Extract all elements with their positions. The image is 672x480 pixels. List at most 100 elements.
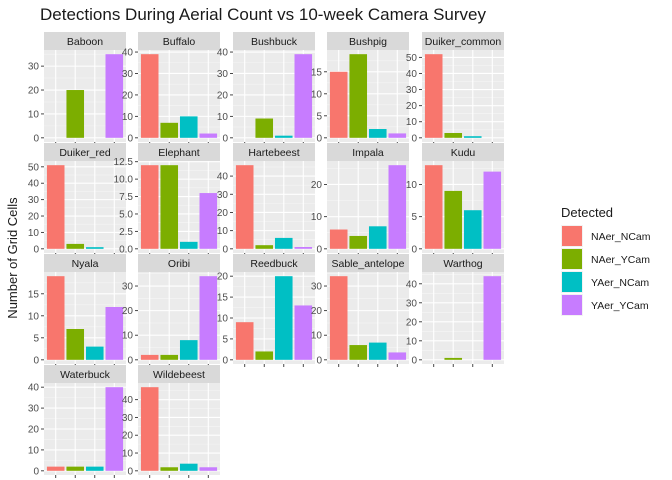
bar-warthog-yaer_ycam xyxy=(483,276,502,360)
legend-label: NAer_NCam xyxy=(591,231,651,243)
bar-hartebeest-naer_ncam xyxy=(235,165,254,249)
y-tick-label: 30 xyxy=(406,85,418,96)
y-tick-label: 20 xyxy=(311,306,323,317)
bar-bushbuck-naer_ycam xyxy=(255,118,274,138)
facet-strip-label: Wildebeest xyxy=(153,369,205,381)
bar-elephant-naer_ycam xyxy=(160,165,179,249)
facet-strip-label: Reedbuck xyxy=(250,258,298,270)
facet-strip-label: Duiker_red xyxy=(59,147,111,159)
legend-key-naer_ycam xyxy=(562,249,582,269)
facet-panel-bushpig: Bushpig 0 5 10 15 xyxy=(311,32,409,145)
y-tick-label: 20 xyxy=(122,90,134,101)
y-tick-label: 20 xyxy=(28,425,40,436)
bar-impala-naer_ycam xyxy=(349,235,368,249)
y-tick-label: 5 xyxy=(411,212,417,223)
y-tick-label: 0 xyxy=(33,133,39,144)
facet-panel-sable_antelope: Sable_antelope 0 10 20 30 xyxy=(311,254,409,367)
bar-impala-yaer_ycam xyxy=(388,165,407,249)
y-tick-label: 10 xyxy=(311,89,323,100)
bar-bushbuck-yaer_ncam xyxy=(274,135,293,138)
y-tick-label: 40 xyxy=(28,179,40,190)
legend-items: NAer_NCam NAer_YCam YAer_NCam YAer_YCam xyxy=(561,225,651,316)
facet-strip xyxy=(44,143,126,161)
y-tick-label: 0 xyxy=(33,244,39,255)
y-tick-label: 0 xyxy=(411,133,417,144)
facet-strip-label: Baboon xyxy=(67,36,103,48)
bar-wildebeest-naer_ycam xyxy=(160,467,179,471)
facet-panel-waterbuck: Waterbuck 0 10 20 30 40 xyxy=(28,365,126,478)
y-tick-label: 15 xyxy=(28,289,40,300)
y-tick-label: 0 xyxy=(127,133,133,144)
facet-panel-bushbuck: Bushbuck 0 10 20 30 40 xyxy=(217,32,315,145)
y-tick-label: 20 xyxy=(122,306,134,317)
bar-duiker_red-naer_ncam xyxy=(46,165,65,249)
facet-strip xyxy=(44,254,126,272)
legend-label: YAer_NCam xyxy=(591,277,649,289)
bar-hartebeest-yaer_ncam xyxy=(274,237,293,249)
y-tick-label: 0.0 xyxy=(119,244,133,255)
bar-sable_antelope-naer_ycam xyxy=(349,345,368,360)
facet-panel-kudu: Kudu 0 5 10 xyxy=(406,143,504,256)
y-tick-label: 40 xyxy=(122,395,134,406)
bar-oribi-naer_ycam xyxy=(160,354,179,360)
bar-bushpig-yaer_ycam xyxy=(388,133,407,138)
y-tick-label: 10 xyxy=(406,117,418,128)
y-tick-label: 0 xyxy=(33,466,39,477)
bar-bushbuck-yaer_ycam xyxy=(294,54,313,138)
y-tick-label: 10 xyxy=(217,226,229,237)
facet-strip xyxy=(138,32,220,50)
y-tick-label: 20 xyxy=(311,180,323,191)
facet-strip-label: Warthog xyxy=(443,258,482,270)
facet-strip-label: Waterbuck xyxy=(60,369,111,381)
bar-nyala-yaer_ycam xyxy=(105,306,124,360)
y-tick-label: 0 xyxy=(127,355,133,366)
legend-key-yaer_ncam xyxy=(562,272,582,292)
y-tick-label: 10 xyxy=(311,212,323,223)
bar-wildebeest-yaer_ncam xyxy=(179,463,198,471)
y-tick-label: 30 xyxy=(122,282,134,293)
bar-warthog-naer_ycam xyxy=(444,357,463,360)
y-tick-label: 5 xyxy=(316,111,322,122)
bar-duiker_red-yaer_ncam xyxy=(85,247,104,249)
facet-strip xyxy=(44,365,126,383)
y-tick-label: 50 xyxy=(28,162,40,173)
facet-strip-label: Impala xyxy=(352,147,384,159)
y-tick-label: 20 xyxy=(28,86,40,97)
facet-strip-label: Kudu xyxy=(451,147,476,159)
y-tick-label: 5 xyxy=(222,334,228,345)
y-tick-label: 20 xyxy=(406,101,418,112)
y-tick-label: 0 xyxy=(411,244,417,255)
bar-bushpig-yaer_ncam xyxy=(368,129,387,138)
y-tick-label: 0 xyxy=(127,466,133,477)
y-tick-label: 20 xyxy=(406,317,418,328)
y-tick-label: 30 xyxy=(217,69,229,80)
y-tick-label: 10.0 xyxy=(114,175,134,186)
y-tick-label: 40 xyxy=(28,383,40,394)
facet-panel-hartebeest: Hartebeest 0 10 20 30 40 xyxy=(217,143,315,256)
y-tick-label: 10 xyxy=(406,336,418,347)
y-axis-label: Number of Grid Cells xyxy=(5,197,20,319)
y-tick-label: 5 xyxy=(33,333,39,344)
bar-elephant-naer_ncam xyxy=(140,165,159,249)
bar-sable_antelope-yaer_ncam xyxy=(368,342,387,360)
y-tick-label: 10 xyxy=(28,311,40,322)
bar-oribi-yaer_ncam xyxy=(179,340,198,360)
facet-strip-label: Oribi xyxy=(168,258,190,270)
y-tick-label: 30 xyxy=(122,413,134,424)
y-tick-label: 0 xyxy=(222,133,228,144)
facet-strip xyxy=(422,254,504,272)
y-tick-label: 0 xyxy=(316,244,322,255)
facet-strip-label: Buffalo xyxy=(163,36,196,48)
bar-nyala-naer_ycam xyxy=(66,329,85,360)
bar-duiker_common-naer_ncam xyxy=(424,54,443,138)
bar-oribi-naer_ncam xyxy=(140,354,159,360)
facet-strip xyxy=(233,143,315,161)
bar-duiker_common-yaer_ncam xyxy=(463,136,482,138)
y-tick-label: 7.5 xyxy=(119,192,133,203)
y-tick-label: 30 xyxy=(406,298,418,309)
facet-strip xyxy=(138,365,220,383)
bar-hartebeest-yaer_ycam xyxy=(294,247,313,249)
bar-hartebeest-naer_ycam xyxy=(255,245,274,249)
y-tick-label: 10 xyxy=(406,180,418,191)
facet-panel-reedbuck: Reedbuck 0 5 10 15 20 xyxy=(217,254,315,367)
